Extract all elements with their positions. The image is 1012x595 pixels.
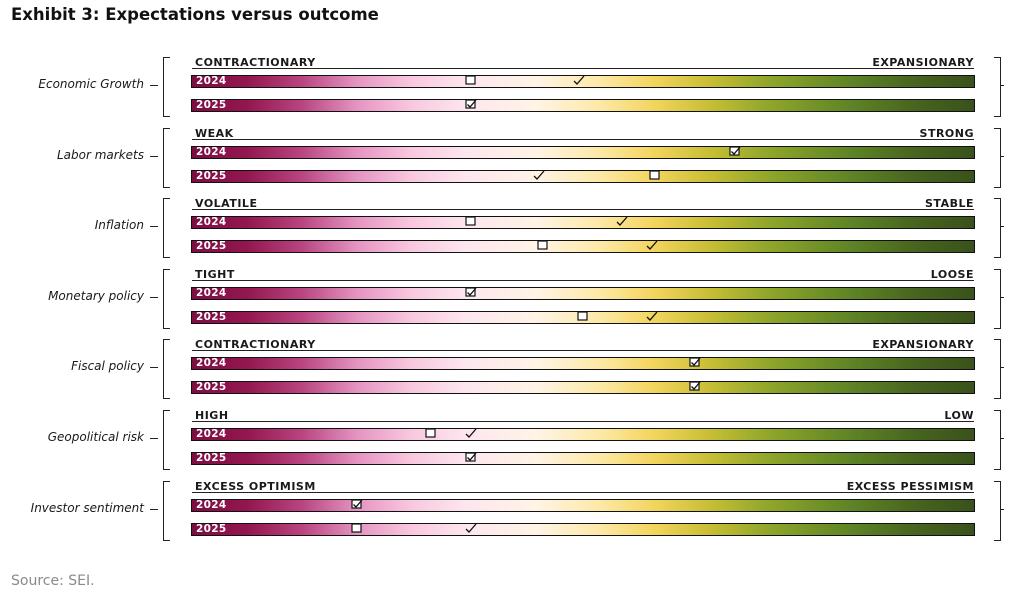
year-label: 2024 [196,216,227,229]
category-connector [150,155,158,157]
indicator-row: Monetary policy TIGHT LOOSE 2024 2025 [0,267,1012,331]
indicator-row: Geopolitical risk HIGH LOW 2024 2025 [0,409,1012,472]
right-bracket [994,57,1001,117]
year-label: 2024 [196,428,227,440]
category-label: Economic Growth [38,77,144,91]
right-bracket [994,410,1001,470]
gradient-bar: 2025 [191,99,975,112]
gradient-bar: 2024 [191,428,975,441]
scale-axis-line [192,491,974,493]
scale-right-label: STRONG [919,126,974,140]
right-bracket-tick [1001,508,1004,510]
gradient-bar: 2024 [191,498,975,512]
gradient-bar: 2024 [191,216,975,230]
gradient-bar: 2024 [191,145,975,159]
right-bracket-tick [1001,155,1004,157]
scale-axis-line [192,68,974,69]
right-bracket-tick [1001,367,1004,369]
indicator-row: Inflation VOLATILE STABLE 2024 2025 [0,197,1012,260]
year-label: 2025 [196,240,227,253]
year-label: 2024 [196,145,227,158]
indicator-row: Labor markets WEAK STRONG 2024 2025 [0,126,1012,190]
year-label: 2024 [196,286,227,299]
scale-axis-line [192,279,974,281]
chart-title: Exhibit 3: Expectations versus outcome [11,5,379,24]
left-bracket [163,57,170,117]
right-bracket-tick [1001,438,1004,439]
right-bracket-tick [1001,296,1004,298]
right-bracket [994,268,1001,329]
indicator-row: Fiscal policy CONTRACTIONARY EXPANSIONARY 2… [0,338,1012,401]
category-connector [150,438,158,439]
year-label: 2025 [196,169,227,182]
right-bracket [994,339,1001,400]
gradient-bar: 2025 [191,522,975,536]
scale-right-label: EXPANSIONARY [872,338,974,352]
right-bracket-tick [1001,85,1004,86]
scale-right-label: STABLE [925,197,974,211]
left-bracket [163,127,170,188]
year-label: 2025 [196,522,227,535]
scale-right-label: EXCESS PESSIMISM [846,479,974,493]
right-bracket [994,198,1001,259]
right-bracket-tick [1001,226,1004,228]
gradient-bar: 2024 [191,357,975,371]
scale-right-label: LOOSE [930,267,974,281]
category-label: Labor markets [56,147,144,162]
scale-axis-line [192,350,974,352]
scale-left-label: CONTRACTIONARY [195,338,316,352]
gradient-bar: 2025 [191,240,975,254]
scale-left-label: VOLATILE [195,197,258,211]
category-label: Geopolitical risk [47,430,144,444]
right-bracket [994,480,1001,541]
left-bracket [163,480,170,541]
left-bracket [163,410,170,470]
category-connector [150,85,158,86]
year-label: 2024 [196,498,227,511]
year-label: 2024 [196,357,227,370]
year-label: 2025 [196,381,227,394]
scale-axis-line [192,138,974,140]
scale-left-label: TIGHT [195,267,235,281]
scale-axis-line [192,421,974,422]
year-label: 2025 [196,310,227,323]
right-bracket [994,127,1001,188]
left-bracket [163,198,170,259]
scale-left-label: WEAK [195,126,234,140]
left-bracket [163,339,170,400]
source-note: Source: SEI. [11,573,95,589]
gradient-bar: 2025 [191,310,975,324]
scale-right-label: EXPANSIONARY [872,56,974,69]
gradient-bar: 2025 [191,452,975,465]
year-label: 2025 [196,99,227,111]
category-connector [150,226,158,228]
scale-axis-line [192,209,974,211]
gradient-bar: 2024 [191,75,975,88]
scale-left-label: CONTRACTIONARY [195,56,316,69]
gradient-bar: 2024 [191,286,975,300]
category-connector [150,367,158,369]
category-connector [150,296,158,298]
gradient-bar: 2025 [191,169,975,183]
scale-left-label: HIGH [195,409,229,422]
category-label: Investor sentiment [30,500,144,515]
category-label: Monetary policy [48,288,144,303]
category-connector [150,508,158,510]
scale-left-label: EXCESS OPTIMISM [195,479,316,493]
scale-right-label: LOW [944,409,974,422]
year-label: 2025 [196,452,227,464]
category-label: Inflation [94,218,144,233]
category-label: Fiscal policy [71,359,144,374]
year-label: 2024 [196,75,227,87]
left-bracket [163,268,170,329]
gradient-bar: 2025 [191,381,975,395]
indicator-row: Economic Growth CONTRACTIONARY EXPANSIONAR… [0,56,1012,119]
indicator-row: Investor sentiment EXCESS OPTIMISM EXCESS … [0,479,1012,543]
